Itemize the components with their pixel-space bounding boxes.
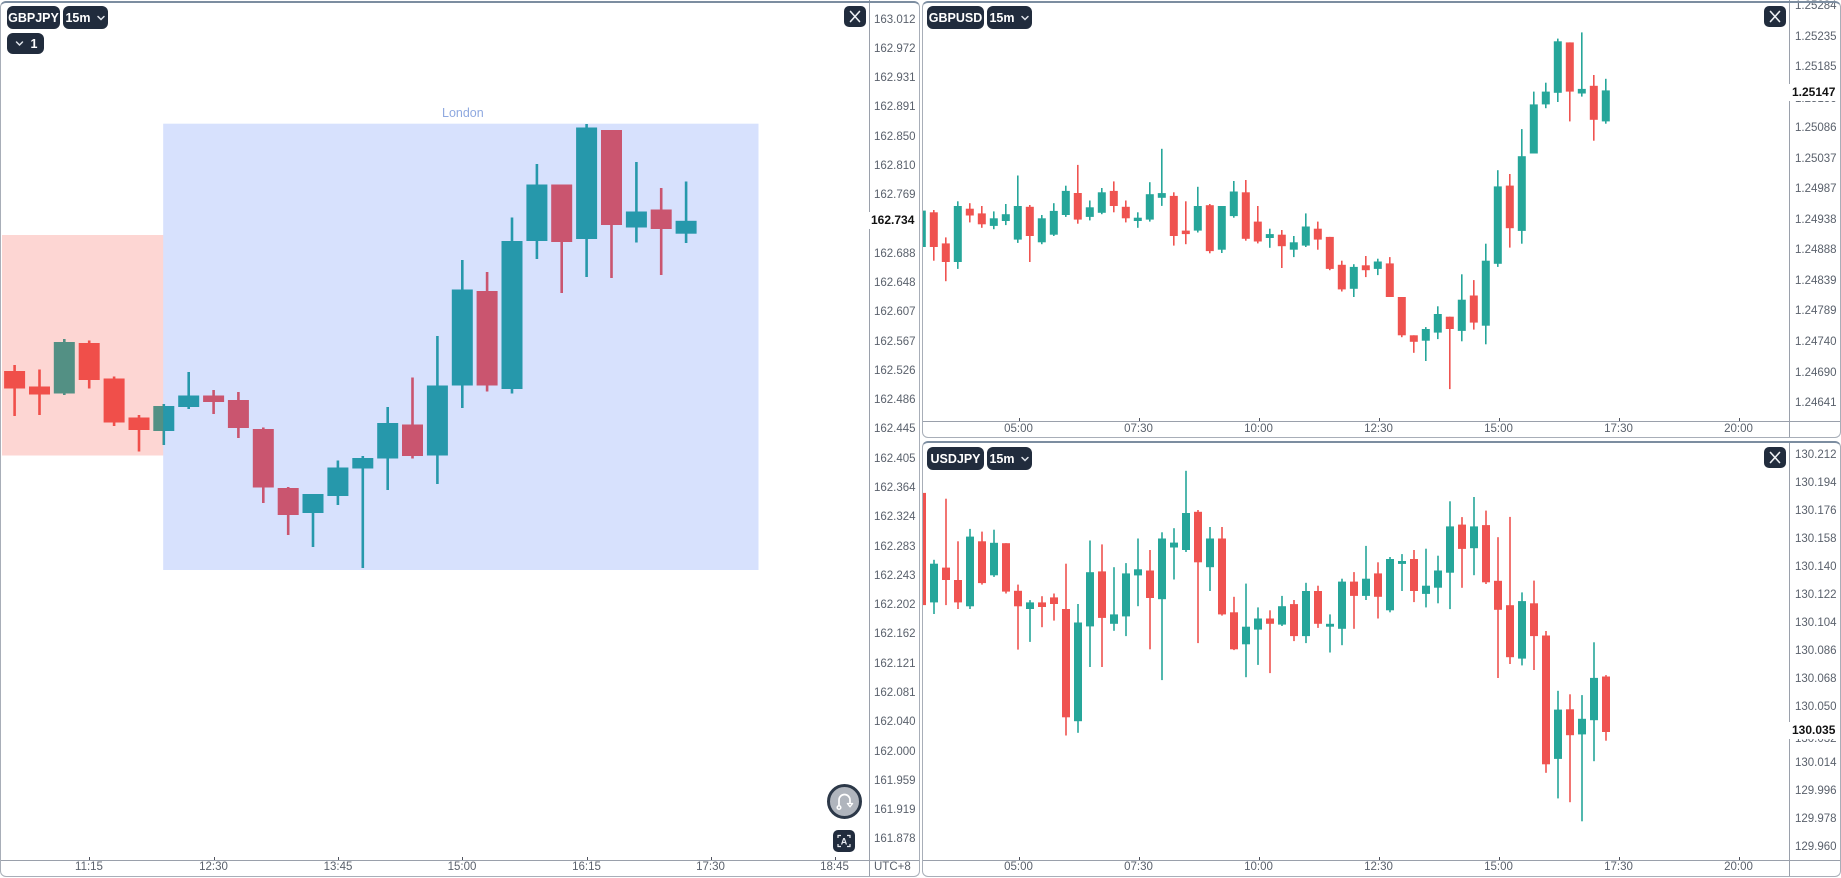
svg-text:A: A xyxy=(841,836,848,846)
